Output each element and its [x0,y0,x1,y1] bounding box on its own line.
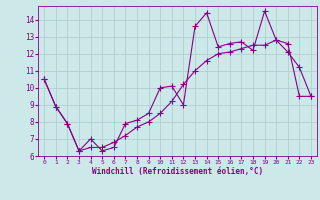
X-axis label: Windchill (Refroidissement éolien,°C): Windchill (Refroidissement éolien,°C) [92,167,263,176]
